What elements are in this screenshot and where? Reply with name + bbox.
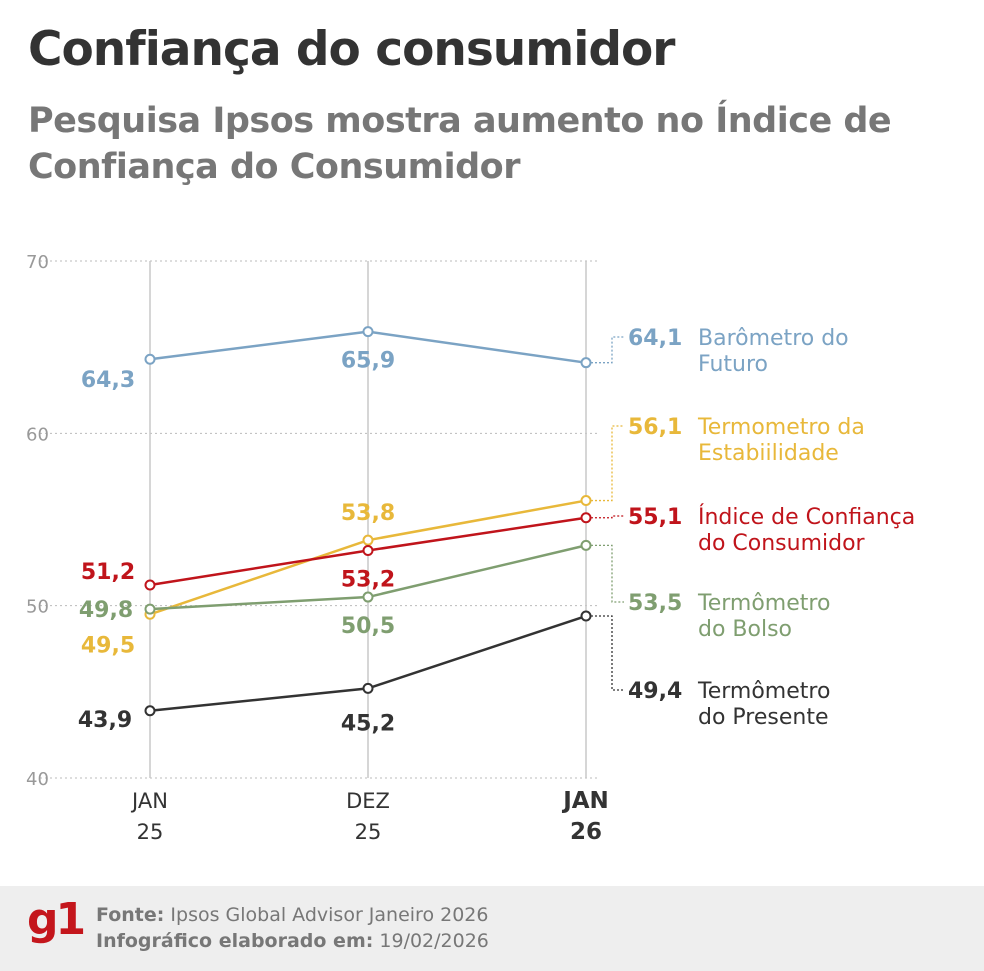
series-name-label: Estabiilidade bbox=[698, 441, 839, 466]
x-tick-label: DEZ bbox=[346, 789, 390, 813]
series-name-label: do Consumidor bbox=[698, 531, 866, 556]
end-value-label: 53,5 bbox=[628, 591, 682, 616]
data-label: 53,8 bbox=[341, 501, 395, 526]
data-label: 65,9 bbox=[341, 349, 395, 374]
y-tick-label: 60 bbox=[26, 424, 49, 445]
date-text: 19/02/2026 bbox=[379, 930, 489, 952]
end-value-label: 55,1 bbox=[628, 505, 682, 530]
data-label: 53,2 bbox=[341, 568, 395, 593]
data-point bbox=[362, 682, 374, 694]
series-name-label: Barômetro do bbox=[698, 326, 849, 351]
data-point bbox=[362, 326, 374, 338]
leader-line bbox=[591, 425, 624, 502]
chart-subtitle: Pesquisa Ipsos mostra aumento no Índice … bbox=[28, 101, 892, 187]
data-label: 49,8 bbox=[79, 598, 133, 623]
g1-logo: g1 bbox=[27, 894, 86, 945]
data-point bbox=[580, 512, 592, 524]
data-label: 64,3 bbox=[81, 368, 135, 393]
data-point bbox=[580, 495, 592, 507]
data-point bbox=[144, 353, 156, 365]
series-name-label: do Bolso bbox=[698, 617, 792, 642]
y-tick-label: 50 bbox=[26, 597, 49, 618]
leader-line bbox=[591, 336, 624, 364]
series-name-label: Termometro da bbox=[697, 415, 865, 440]
series-name-label: do Presente bbox=[698, 705, 829, 730]
data-point bbox=[144, 579, 156, 591]
data-label: 45,2 bbox=[341, 711, 395, 736]
date-label: Infográfico elaborado em: bbox=[96, 930, 374, 952]
series-name-label: Futuro bbox=[698, 352, 768, 377]
data-point bbox=[144, 603, 156, 615]
source-line: Fonte: Ipsos Global Advisor Janeiro 2026 bbox=[96, 904, 488, 926]
leader-line bbox=[591, 515, 624, 519]
data-label: 49,5 bbox=[81, 633, 135, 658]
data-point bbox=[580, 539, 592, 551]
data-label: 51,2 bbox=[81, 560, 135, 585]
data-label: 43,9 bbox=[78, 708, 132, 733]
series-name-label: Termômetro bbox=[697, 591, 830, 616]
data-point bbox=[362, 591, 374, 603]
x-tick-label: JAN bbox=[561, 788, 609, 814]
leader-line bbox=[591, 615, 624, 691]
data-point bbox=[144, 705, 156, 717]
x-tick-label: JAN bbox=[130, 789, 168, 813]
line-chart: 40 50 60 70 JAN 25 DEZ 25 JAN 26 64,3 65,9 64,1 Barôm… bbox=[26, 252, 915, 845]
footer: g1 Fonte: Ipsos Global Advisor Janeiro 2… bbox=[0, 886, 984, 971]
x-tick-label: 25 bbox=[137, 820, 164, 844]
source-text: Ipsos Global Advisor Janeiro 2026 bbox=[170, 904, 489, 926]
x-tick-label: 25 bbox=[355, 820, 382, 844]
chart-title: Confiança do consumidor bbox=[28, 22, 675, 77]
series-name-label: Termômetro bbox=[697, 679, 830, 704]
x-tick-label: 26 bbox=[570, 819, 602, 845]
data-point bbox=[362, 534, 374, 546]
date-line: Infográfico elaborado em: 19/02/2026 bbox=[96, 930, 489, 952]
end-value-label: 49,4 bbox=[628, 679, 682, 704]
end-value-label: 56,1 bbox=[628, 415, 682, 440]
source-label: Fonte: bbox=[96, 904, 165, 926]
series-name-label: Índice de Confiança bbox=[698, 504, 915, 530]
end-value-label: 64,1 bbox=[628, 326, 682, 351]
data-point bbox=[362, 545, 374, 557]
y-tick-label: 70 bbox=[26, 252, 49, 273]
data-point bbox=[580, 610, 592, 622]
y-tick-label: 40 bbox=[26, 769, 49, 790]
leader-line bbox=[591, 544, 624, 603]
data-label: 50,5 bbox=[341, 614, 395, 639]
data-point bbox=[580, 357, 592, 369]
